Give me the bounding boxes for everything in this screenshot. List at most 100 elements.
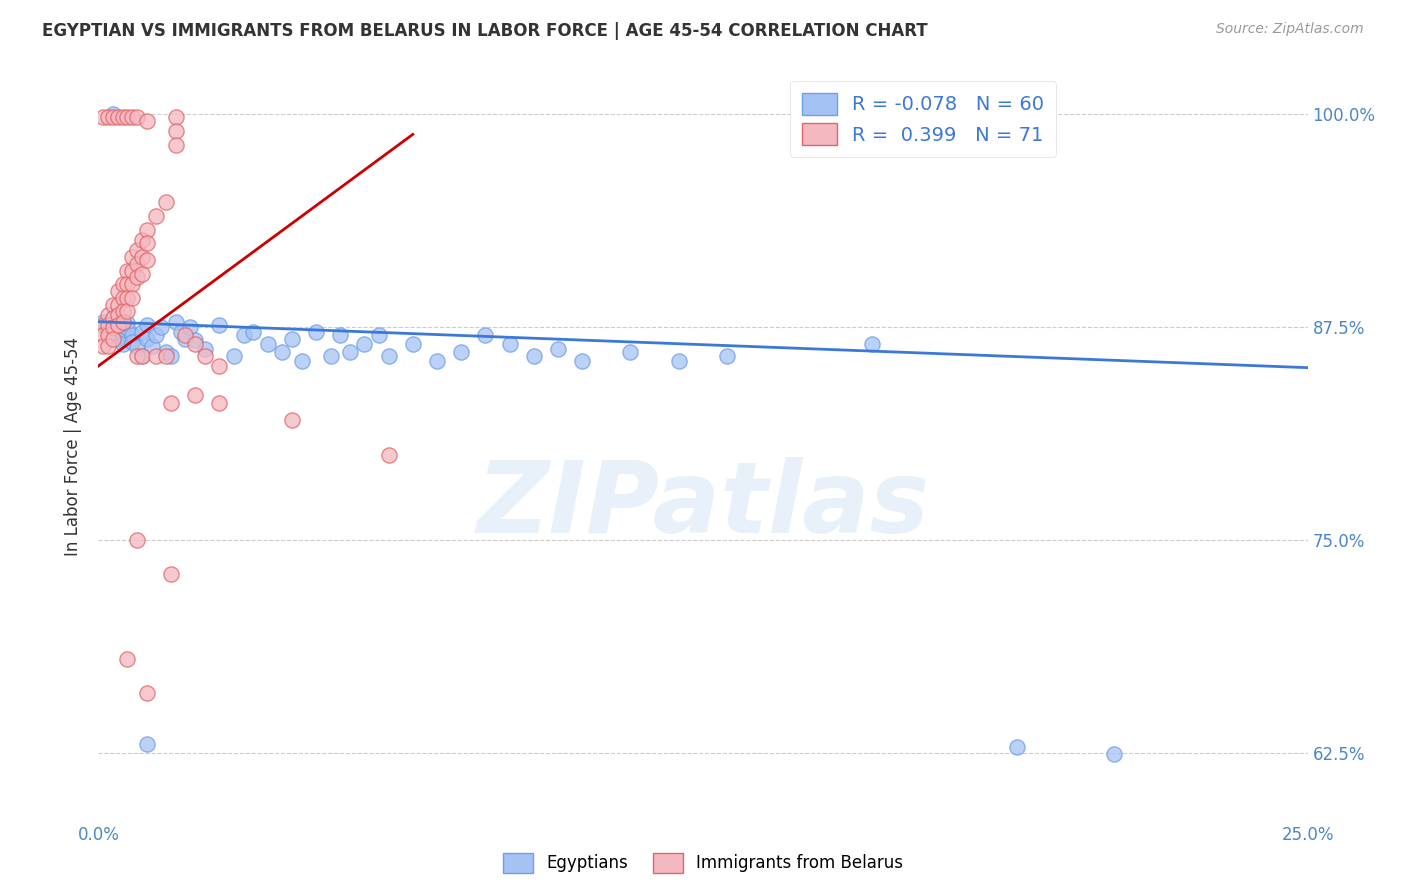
Point — [107, 111, 129, 125]
Point — [101, 311, 124, 326]
Point — [377, 349, 399, 363]
Point — [101, 298, 124, 312]
Point — [160, 396, 183, 410]
Point — [222, 349, 245, 363]
Point — [305, 325, 328, 339]
Point — [145, 209, 167, 223]
Point — [121, 291, 143, 305]
Point — [117, 317, 139, 331]
Point — [121, 111, 143, 125]
Point — [101, 319, 124, 334]
Point — [111, 315, 134, 329]
Point — [668, 354, 690, 368]
Point — [135, 236, 157, 251]
Point — [101, 111, 124, 125]
Point — [155, 195, 177, 210]
Point — [97, 338, 120, 352]
Point — [242, 325, 264, 339]
Point — [860, 336, 883, 351]
Point — [117, 321, 139, 335]
Point — [97, 325, 120, 339]
Point — [145, 349, 167, 363]
Point — [194, 349, 217, 363]
Point — [127, 243, 149, 257]
Point — [377, 448, 399, 462]
Point — [571, 354, 593, 368]
Point — [97, 308, 120, 322]
Point — [174, 328, 197, 343]
Point — [107, 284, 129, 298]
Legend: Egyptians, Immigrants from Belarus: Egyptians, Immigrants from Belarus — [496, 847, 910, 880]
Point — [101, 332, 124, 346]
Point — [547, 342, 569, 356]
Point — [135, 113, 157, 128]
Point — [91, 315, 114, 329]
Point — [339, 345, 361, 359]
Point — [135, 223, 157, 237]
Point — [97, 319, 120, 334]
Point — [523, 349, 546, 363]
Point — [107, 308, 129, 322]
Point — [135, 332, 157, 346]
Point — [131, 349, 153, 363]
Point — [290, 354, 312, 368]
Point — [111, 291, 134, 305]
Point — [165, 111, 187, 125]
Point — [184, 334, 207, 348]
Point — [117, 111, 139, 125]
Point — [107, 298, 129, 312]
Point — [91, 318, 114, 332]
Text: Source: ZipAtlas.com: Source: ZipAtlas.com — [1216, 22, 1364, 37]
Point — [107, 318, 129, 332]
Point — [179, 319, 201, 334]
Point — [402, 336, 425, 351]
Point — [256, 336, 278, 351]
Point — [111, 277, 134, 292]
Point — [716, 349, 738, 363]
Point — [135, 253, 157, 268]
Point — [117, 652, 139, 666]
Point — [271, 345, 294, 359]
Point — [319, 349, 342, 363]
Point — [91, 328, 114, 343]
Point — [281, 332, 304, 346]
Point — [426, 354, 449, 368]
Point — [194, 342, 217, 356]
Text: ZIPatlas: ZIPatlas — [477, 458, 929, 555]
Point — [117, 291, 139, 305]
Point — [127, 111, 149, 125]
Point — [169, 325, 191, 339]
Point — [353, 336, 375, 351]
Point — [619, 345, 641, 359]
Point — [450, 345, 472, 359]
Point — [131, 325, 153, 339]
Point — [208, 318, 231, 332]
Point — [127, 340, 149, 354]
Point — [131, 349, 153, 363]
Text: EGYPTIAN VS IMMIGRANTS FROM BELARUS IN LABOR FORCE | AGE 45-54 CORRELATION CHART: EGYPTIAN VS IMMIGRANTS FROM BELARUS IN L… — [42, 22, 928, 40]
Point — [127, 349, 149, 363]
Point — [184, 336, 207, 351]
Y-axis label: In Labor Force | Age 45-54: In Labor Force | Age 45-54 — [65, 336, 83, 556]
Point — [127, 270, 149, 285]
Point — [107, 332, 129, 346]
Point — [498, 336, 520, 351]
Point — [165, 124, 187, 138]
Point — [127, 257, 149, 271]
Point — [131, 267, 153, 281]
Point — [121, 277, 143, 292]
Point — [111, 323, 134, 337]
Point — [155, 345, 177, 359]
Point — [131, 250, 153, 264]
Point — [117, 277, 139, 292]
Point — [155, 349, 177, 363]
Point — [101, 311, 124, 326]
Point — [97, 318, 120, 332]
Point — [281, 413, 304, 427]
Point — [474, 328, 496, 343]
Point — [111, 336, 134, 351]
Point — [121, 263, 143, 277]
Point — [101, 107, 124, 121]
Point — [121, 328, 143, 343]
Point — [127, 533, 149, 547]
